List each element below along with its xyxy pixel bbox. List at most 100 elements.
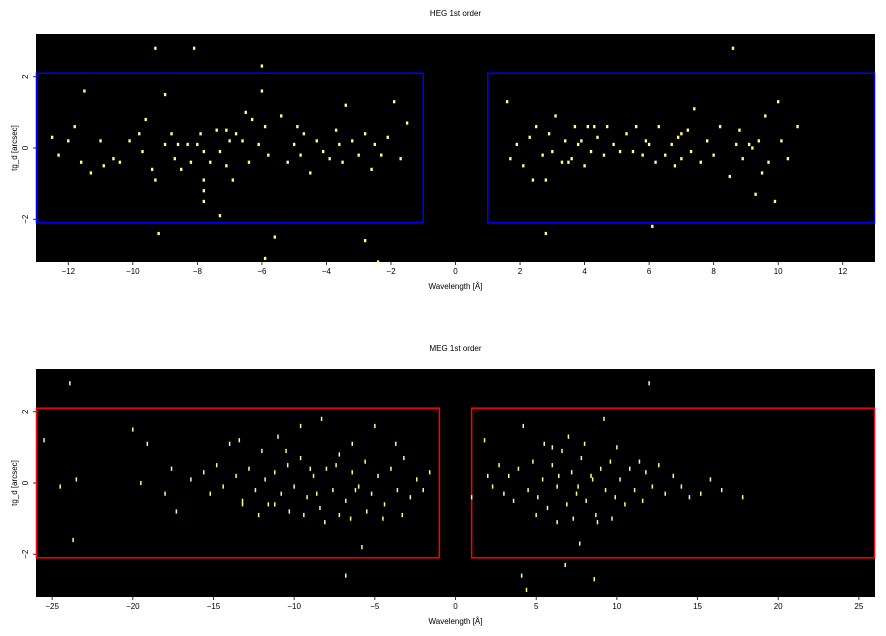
heg-event-point <box>118 160 122 164</box>
heg-event-point <box>170 132 173 136</box>
meg-event-point <box>285 448 287 454</box>
meg-event-point <box>638 459 641 464</box>
meg-y-tick-label: 2 <box>21 409 30 414</box>
meg-event-point <box>222 484 224 489</box>
heg-event-point <box>560 160 564 164</box>
meg-event-point <box>616 445 618 450</box>
heg-event-point <box>612 142 615 147</box>
heg-event-point <box>631 149 635 154</box>
meg-event-point <box>416 477 418 482</box>
meg-event-point <box>483 438 486 443</box>
meg-event-point <box>267 502 270 507</box>
heg-plot-area <box>36 34 875 262</box>
heg-x-tick-label: −2 <box>386 267 396 276</box>
heg-event-point <box>228 139 231 143</box>
heg-event-point <box>267 153 270 157</box>
heg-event-point <box>67 139 70 143</box>
meg-event-point <box>401 512 404 518</box>
heg-event-point <box>735 142 738 147</box>
heg-event-point <box>522 164 525 168</box>
meg-event-point <box>75 477 78 482</box>
heg-event-point <box>218 149 222 154</box>
heg-event-point <box>380 153 383 157</box>
heg-event-point <box>73 125 76 129</box>
heg-event-point <box>363 132 367 136</box>
heg-event-point <box>344 103 347 107</box>
meg-x-axis: −25 −20 −15 −10 −5 0 5 10 15 20 25 <box>45 597 864 611</box>
heg-event-point <box>309 171 312 175</box>
heg-event-point <box>234 132 238 136</box>
meg-event-point <box>603 416 605 421</box>
meg-event-point <box>274 470 276 475</box>
heg-event-point <box>757 139 761 143</box>
meg-event-point <box>556 520 558 525</box>
heg-event-point <box>567 160 570 164</box>
meg-event-point <box>132 427 134 432</box>
meg-event-point <box>164 491 166 496</box>
meg-event-point <box>551 445 554 450</box>
heg-event-point <box>718 125 722 129</box>
heg-event-point <box>673 164 677 168</box>
heg-event-point <box>215 128 218 132</box>
meg-event-point <box>248 466 250 471</box>
meg-event-point <box>299 423 302 429</box>
meg-event-point <box>309 466 312 471</box>
meg-event-point <box>578 541 581 546</box>
meg-event-point <box>338 512 341 518</box>
heg-event-point <box>676 135 680 139</box>
heg-event-point <box>328 157 331 161</box>
meg-event-point <box>382 516 384 521</box>
meg-x-tick-label: 5 <box>534 602 539 611</box>
heg-region-1 <box>35 72 424 224</box>
meg-event-point <box>595 512 597 518</box>
heg-x-tick-label: −4 <box>322 267 332 276</box>
meg-event-point <box>512 498 515 503</box>
meg-event-point <box>72 537 74 543</box>
heg-event-point <box>202 178 205 182</box>
heg-event-point <box>651 224 654 228</box>
heg-event-point <box>586 125 590 129</box>
heg-y-label: tg_d [arcsec] <box>10 125 19 171</box>
meg-event-point <box>361 545 363 550</box>
heg-event-point <box>50 135 54 139</box>
meg-event-point <box>503 491 505 496</box>
heg-event-point <box>180 167 183 171</box>
meg-event-point <box>170 466 173 471</box>
heg-event-point <box>357 153 360 157</box>
heg-event-point <box>154 46 157 50</box>
meg-event-point <box>611 516 613 521</box>
meg-event-point <box>335 463 337 468</box>
heg-region-2 <box>487 72 876 224</box>
meg-event-point <box>312 473 315 478</box>
meg-event-point <box>59 484 61 489</box>
meg-event-point <box>593 577 596 582</box>
heg-event-point <box>173 157 176 161</box>
meg-event-point <box>395 441 397 446</box>
heg-event-point <box>341 160 344 164</box>
meg-event-point <box>303 512 305 518</box>
meg-y-label: tg_d [arcsec] <box>10 460 19 506</box>
heg-event-point <box>79 160 83 164</box>
heg-y-tick-label: 0 <box>21 145 30 150</box>
heg-event-point <box>531 178 535 182</box>
heg-event-point <box>509 157 512 161</box>
heg-event-point <box>760 171 764 175</box>
heg-y-tick-label: −2 <box>21 214 30 224</box>
heg-event-point <box>747 142 751 147</box>
meg-event-point <box>498 463 500 468</box>
meg-x-tick-label: 15 <box>693 602 702 611</box>
heg-event-point <box>583 164 586 168</box>
meg-event-point <box>422 488 424 493</box>
heg-event-point <box>515 142 519 147</box>
meg-event-point <box>596 520 599 525</box>
meg-event-point <box>377 473 379 478</box>
meg-x-tick-label: 10 <box>612 602 621 611</box>
meg-event-point <box>720 488 723 493</box>
meg-event-point <box>658 463 660 468</box>
meg-event-point <box>238 438 241 443</box>
meg-event-point <box>264 477 266 482</box>
heg-event-point <box>764 114 767 118</box>
meg-event-point <box>338 452 341 457</box>
meg-event-point <box>354 488 357 493</box>
heg-event-point <box>338 142 341 147</box>
